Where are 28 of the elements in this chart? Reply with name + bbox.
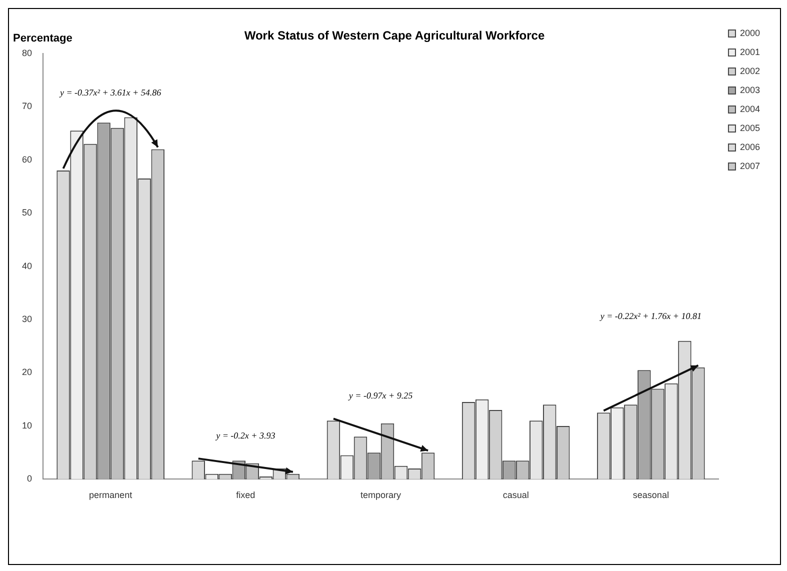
y-tick-label: 20 [22, 367, 32, 378]
y-tick-label: 10 [22, 420, 32, 430]
x-tick-label: temporary [360, 490, 402, 500]
chart-title: Work Status of Western Cape Agricultural Workforce [244, 28, 545, 43]
legend-label: 2003 [740, 84, 760, 95]
y-tick-label: 80 [22, 48, 32, 58]
y-tick-label: 50 [22, 208, 32, 218]
y-tick-label: 60 [22, 154, 32, 164]
legend-label: 2004 [740, 104, 760, 114]
y-tick-label: 30 [22, 314, 32, 324]
y-tick-label: 40 [22, 260, 32, 271]
legend-label: 2000 [740, 28, 760, 38]
y-axis-title: Percentage [13, 32, 72, 44]
legend-label: 2002 [740, 66, 760, 76]
legend-label: 2001 [740, 46, 760, 57]
annotation: y = -0.37x² + 3.61x + 54.86 [58, 87, 162, 98]
annotation: y = -0.22x² + 1.76x + 10.81 [599, 310, 702, 321]
annotation: y = -0.97x + 9.25 [348, 390, 414, 401]
y-tick-label: 70 [22, 101, 32, 112]
x-tick-label: fixed [236, 490, 256, 500]
x-tick-label: seasonal [632, 490, 669, 500]
x-tick-label: casual [502, 490, 529, 500]
y-tick-label: 0 [26, 474, 32, 484]
legend-label: 2005 [740, 122, 760, 133]
annotation: y = -0.2x + 3.93 [215, 430, 276, 441]
legend-label: 2007 [740, 160, 760, 171]
x-tick-label: permanent [89, 490, 133, 500]
legend-label: 2006 [740, 142, 760, 152]
